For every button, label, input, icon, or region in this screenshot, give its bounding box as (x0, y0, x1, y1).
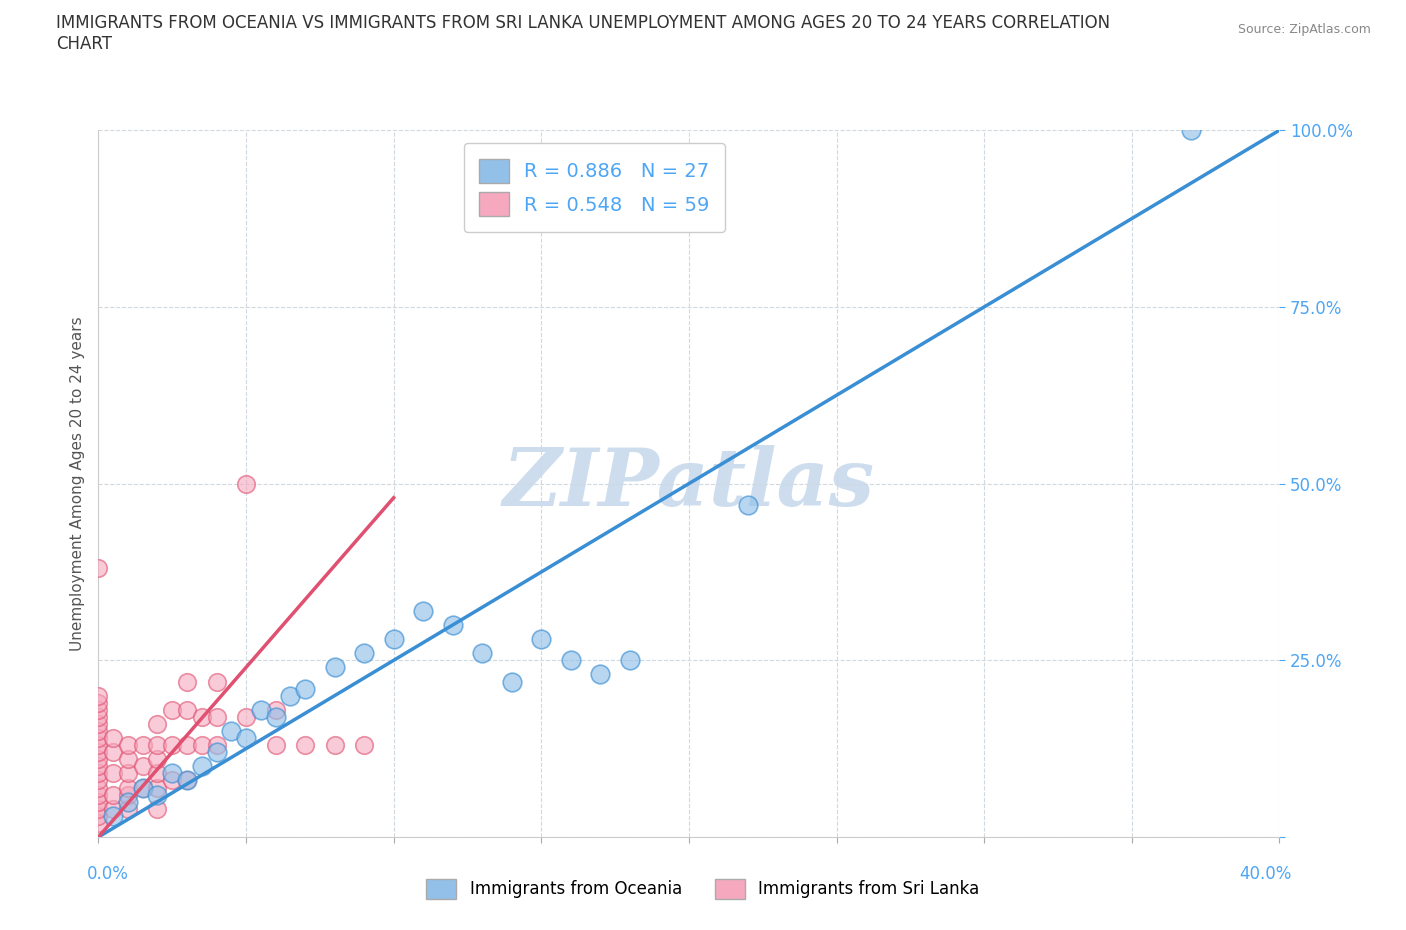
Point (162, 737, 183, 752)
Point (103, 745, 125, 760)
Point (176, 773, 198, 788)
Point (191, 737, 214, 752)
Point (176, 773, 198, 788)
Point (205, 710, 228, 724)
Text: 40.0%: 40.0% (1239, 865, 1291, 884)
Point (191, 759, 214, 774)
Point (87, 710, 110, 724)
Point (235, 476, 257, 491)
Point (146, 751, 169, 766)
Point (132, 780, 155, 795)
Point (176, 737, 198, 752)
Text: 0.0%: 0.0% (87, 865, 128, 884)
Point (589, 667, 612, 682)
Point (132, 780, 155, 795)
Point (264, 702, 287, 717)
Y-axis label: Unemployment Among Ages 20 to 24 years: Unemployment Among Ages 20 to 24 years (69, 316, 84, 651)
Point (323, 660, 346, 675)
Point (278, 688, 302, 703)
Point (205, 737, 228, 752)
Point (176, 674, 198, 689)
Point (87, 808, 110, 823)
Point (117, 794, 139, 809)
Point (264, 710, 287, 724)
Point (87, 816, 110, 830)
Point (87, 751, 110, 766)
Point (132, 759, 155, 774)
Text: CHART: CHART (56, 35, 112, 53)
Point (103, 787, 125, 802)
Point (117, 787, 139, 802)
Point (117, 751, 139, 766)
Point (294, 737, 316, 752)
Point (1180, 123, 1202, 138)
Point (471, 645, 494, 660)
Text: ZIPatlas: ZIPatlas (503, 445, 875, 523)
Point (87, 787, 110, 802)
Point (87, 794, 110, 809)
Point (205, 745, 228, 760)
Point (87, 780, 110, 795)
Point (235, 731, 257, 746)
Point (219, 724, 242, 738)
Point (162, 773, 183, 788)
Point (87, 724, 110, 738)
Point (162, 702, 183, 717)
Point (146, 737, 169, 752)
Legend: R = 0.886   N = 27, R = 0.548   N = 59: R = 0.886 N = 27, R = 0.548 N = 59 (464, 143, 725, 232)
Point (87, 731, 110, 746)
Point (235, 710, 257, 724)
Point (146, 766, 169, 781)
Text: IMMIGRANTS FROM OCEANIA VS IMMIGRANTS FROM SRI LANKA UNEMPLOYMENT AMONG AGES 20 : IMMIGRANTS FROM OCEANIA VS IMMIGRANTS FR… (56, 14, 1111, 32)
Point (412, 604, 434, 618)
Point (737, 498, 759, 512)
Point (87, 716, 110, 731)
Point (87, 696, 110, 711)
Point (117, 802, 139, 817)
Point (87, 561, 110, 576)
Point (191, 710, 214, 724)
Point (323, 737, 346, 752)
Point (132, 737, 155, 752)
Point (205, 674, 228, 689)
Legend: Immigrants from Oceania, Immigrants from Sri Lanka: Immigrants from Oceania, Immigrants from… (413, 866, 993, 912)
Point (103, 731, 125, 746)
Point (87, 773, 110, 788)
Point (87, 745, 110, 760)
Point (441, 618, 464, 632)
Point (560, 653, 582, 668)
Point (87, 737, 110, 752)
Point (87, 688, 110, 703)
Point (619, 653, 641, 668)
Point (117, 780, 139, 795)
Point (103, 802, 125, 817)
Point (103, 766, 125, 781)
Text: Source: ZipAtlas.com: Source: ZipAtlas.com (1237, 23, 1371, 36)
Point (146, 787, 169, 802)
Point (353, 737, 375, 752)
Point (146, 802, 169, 817)
Point (294, 681, 316, 696)
Point (176, 702, 198, 717)
Point (250, 702, 273, 717)
Point (146, 716, 169, 731)
Point (117, 766, 139, 781)
Point (162, 766, 183, 781)
Point (87, 759, 110, 774)
Point (353, 645, 375, 660)
Point (530, 631, 553, 646)
Point (501, 674, 523, 689)
Point (264, 737, 287, 752)
Point (87, 702, 110, 717)
Point (382, 631, 405, 646)
Point (146, 780, 169, 795)
Point (117, 737, 139, 752)
Point (103, 808, 125, 823)
Point (87, 766, 110, 781)
Point (87, 802, 110, 817)
